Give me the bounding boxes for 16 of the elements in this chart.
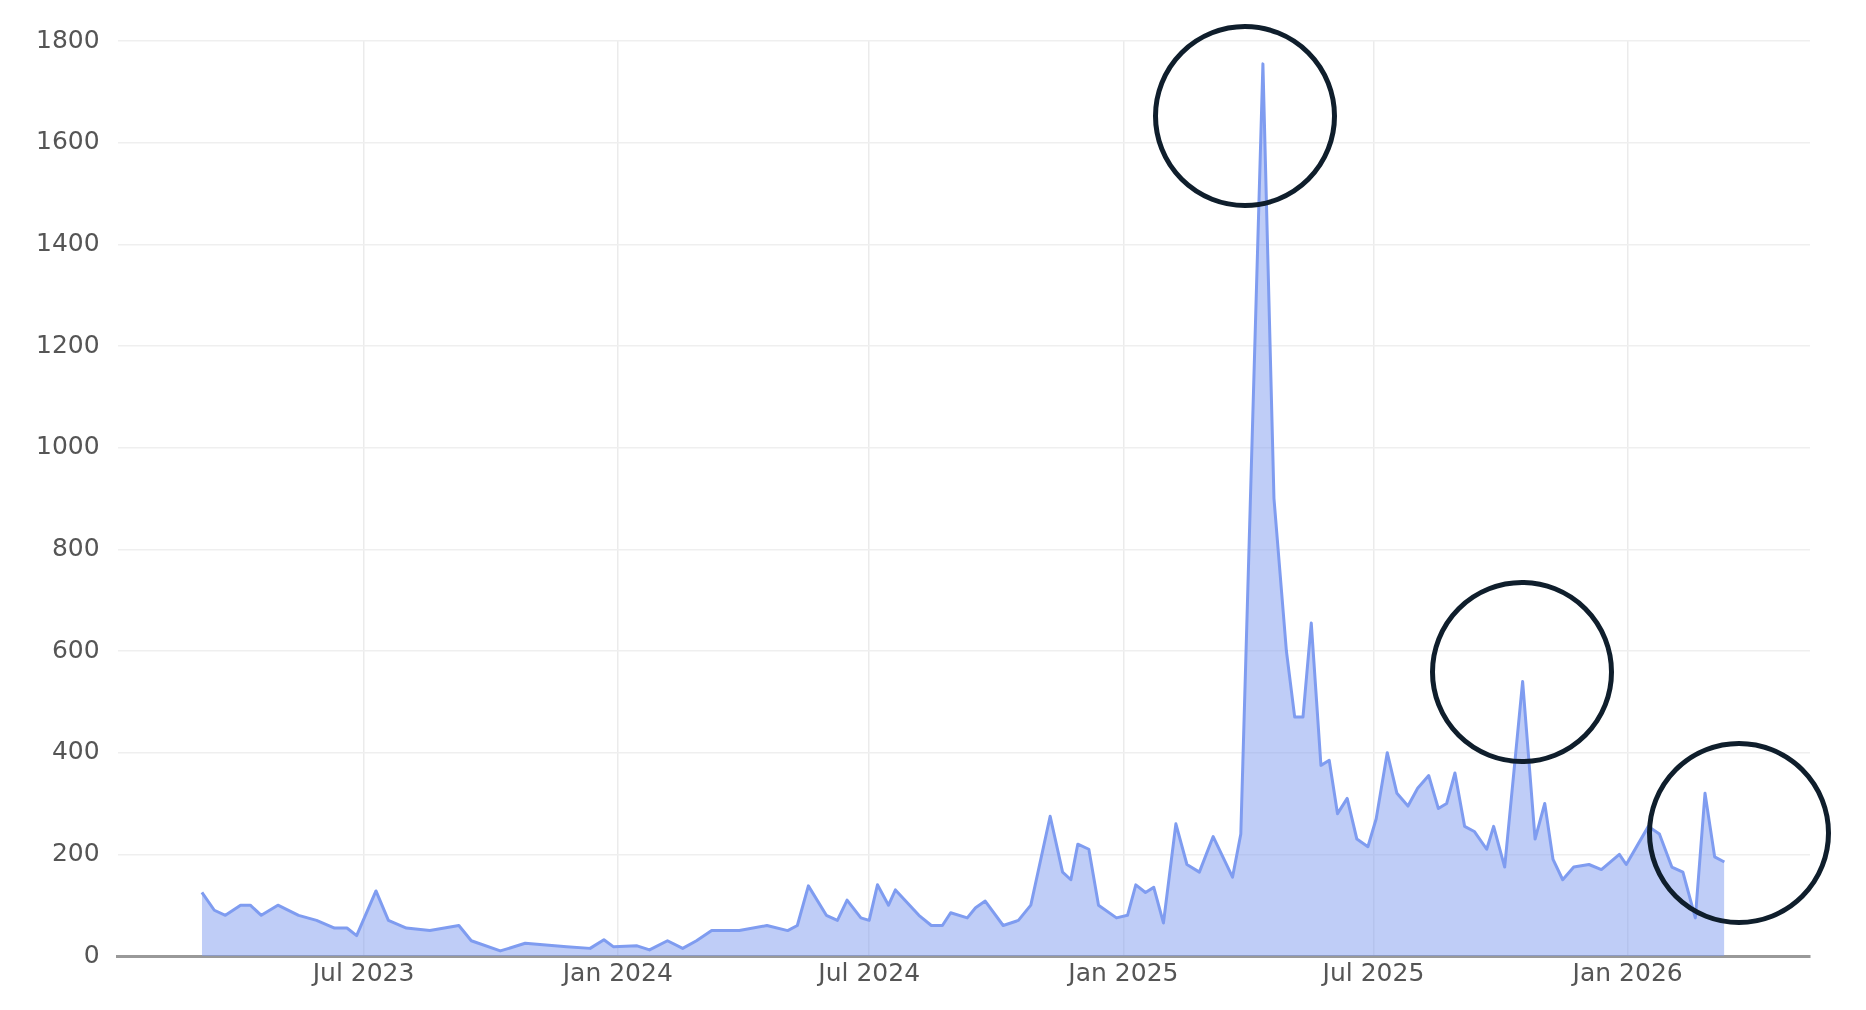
x-tick-label: Jan 2026: [1570, 957, 1683, 987]
y-tick-label: 800: [51, 532, 100, 562]
y-tick-label: 1000: [36, 431, 100, 461]
x-tick-label: Jul 2025: [1320, 957, 1425, 987]
x-tick-label: Jan 2024: [560, 957, 673, 987]
y-tick-label: 1600: [36, 126, 100, 156]
y-tick-label: 400: [51, 736, 100, 766]
x-tick-label: Jan 2025: [1066, 957, 1179, 987]
x-tick-label: Jul 2024: [816, 957, 921, 987]
y-tick-label: 0: [83, 939, 100, 969]
y-tick-label: 200: [51, 837, 100, 867]
y-tick-label: 1200: [36, 329, 100, 359]
x-tick-label: Jul 2023: [310, 957, 415, 987]
y-tick-label: 1800: [36, 24, 100, 54]
y-tick-label: 1400: [36, 227, 100, 257]
y-tick-label: 600: [51, 634, 100, 664]
